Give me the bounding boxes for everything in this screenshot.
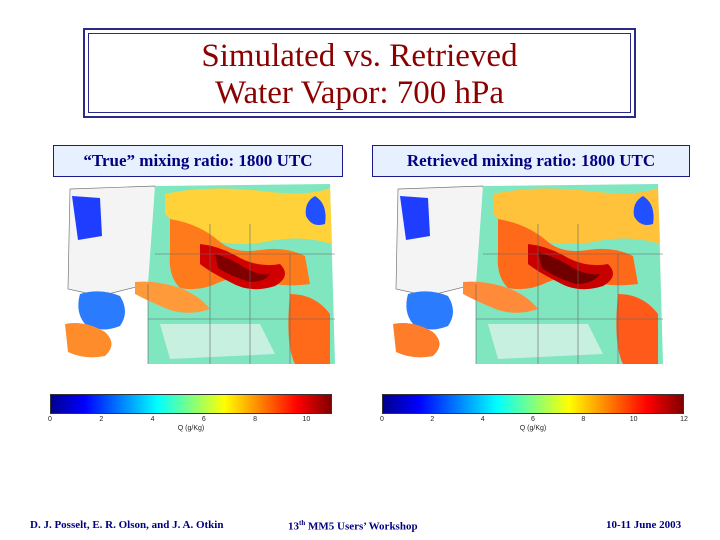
colorbar-tick: 10 xyxy=(302,416,311,423)
workshop-number: 13 xyxy=(288,520,299,533)
colorbar-tick: 10 xyxy=(629,416,638,423)
footer-date: 10-11 June 2003 xyxy=(606,519,682,531)
colorbar-tick: 8 xyxy=(253,416,258,423)
colorbar-tick: 0 xyxy=(380,416,384,423)
colorbar-gradient xyxy=(50,394,332,414)
workshop-ordinal: th xyxy=(299,519,306,527)
true-mixing-ratio-map xyxy=(60,184,335,364)
title-line-1: Simulated vs. Retrieved xyxy=(201,38,518,74)
retrieved-mixing-ratio-label: Retrieved mixing ratio: 1800 UTC xyxy=(372,145,690,177)
colorbar-tick: 6 xyxy=(531,416,535,423)
colorbar-tick: 8 xyxy=(581,416,586,423)
retrieved-colorbar: 0 2 4 6 8 10 12 Q (g/Kg) xyxy=(380,394,688,432)
title-line-2: Water Vapor: 700 hPa xyxy=(214,75,505,111)
colorbar-tick: 6 xyxy=(201,416,206,423)
colorbar-tick: 4 xyxy=(480,416,485,423)
colorbar-tick: 4 xyxy=(150,416,155,423)
colorbar-label: Q (g/Kg) xyxy=(519,425,547,432)
title-box: Simulated vs. Retrieved Water Vapor: 700… xyxy=(83,28,636,118)
footer-workshop: 13th MM5 Users’ Workshop xyxy=(288,519,418,533)
retrieved-mixing-ratio-map xyxy=(388,184,663,364)
colorbar-tick: 2 xyxy=(99,416,104,423)
colorbar-tick: 0 xyxy=(48,416,52,423)
true-colorbar: 0 2 4 6 8 10 Q (g/Kg) xyxy=(48,394,332,432)
workshop-name: MM5 Users’ Workshop xyxy=(305,520,418,533)
colorbar-label: Q (g/Kg) xyxy=(177,425,205,432)
footer-authors: D. J. Posselt, E. R. Olson, and J. A. Ot… xyxy=(30,519,224,531)
colorbar-tick: 2 xyxy=(430,416,435,423)
colorbar-gradient xyxy=(382,394,684,414)
true-mixing-ratio-label: “True” mixing ratio: 1800 UTC xyxy=(53,145,343,177)
colorbar-tick: 12 xyxy=(680,416,688,423)
